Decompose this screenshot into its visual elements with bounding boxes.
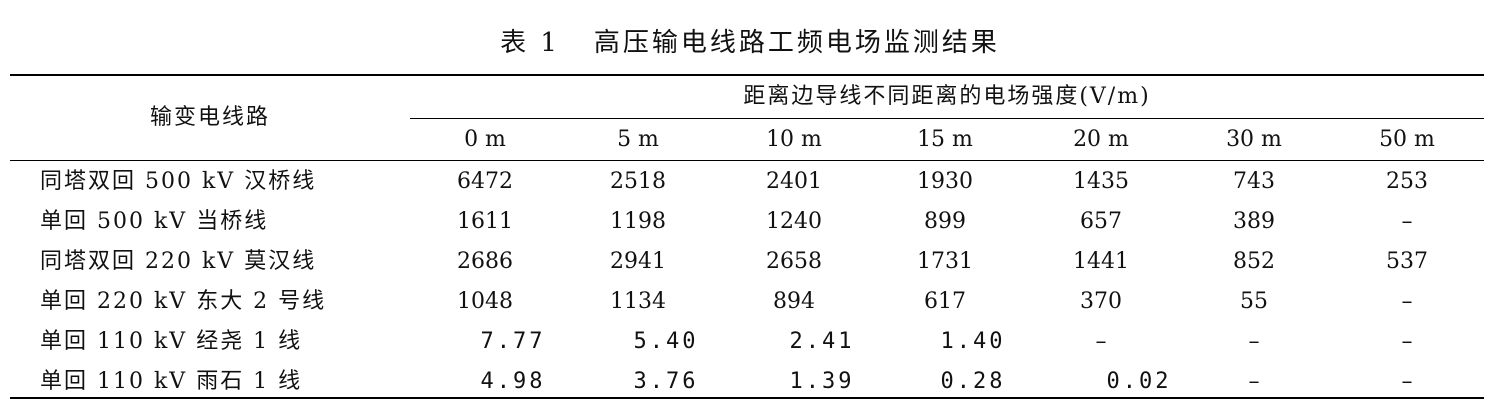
table-cell: 2401 xyxy=(766,169,822,194)
column-header-20m: 20 m xyxy=(1073,127,1129,152)
table-cell: 537 xyxy=(1386,249,1428,274)
distance-group-header: 距离边导线不同距离的电场强度(V/m) xyxy=(743,84,1151,109)
table-cell: 0.28 xyxy=(940,369,1006,394)
table-cell: – xyxy=(1401,209,1413,234)
group-header-rule xyxy=(410,118,1484,119)
table-cell: 370 xyxy=(1080,289,1122,314)
table-title: 高压输电线路工频电场监测结果 xyxy=(593,28,1000,58)
table-cell: 2518 xyxy=(610,169,666,194)
line-column-header: 输变电线路 xyxy=(149,105,270,130)
table-cell: 1.39 xyxy=(789,369,855,394)
table-cell: 7.77 xyxy=(480,329,546,354)
table-cell: 4.98 xyxy=(480,369,546,394)
header-bottom-rule xyxy=(10,160,1484,161)
row-label: 单回 500 kV 当桥线 xyxy=(40,209,269,234)
table-cell: 1134 xyxy=(610,289,666,314)
table-caption: 表 1 高压输电线路工频电场监测结果 xyxy=(0,26,1500,60)
table-cell: 743 xyxy=(1233,169,1275,194)
table-cell: 894 xyxy=(773,289,815,314)
table-cell: 6472 xyxy=(457,169,513,194)
column-header-30m: 30 m xyxy=(1226,127,1282,152)
table-cell: 657 xyxy=(1080,209,1122,234)
row-label: 同塔双回 500 kV 汉桥线 xyxy=(40,169,317,194)
column-header-10m: 10 m xyxy=(766,127,822,152)
table-cell: 389 xyxy=(1233,209,1275,234)
table-cell: 1611 xyxy=(457,209,513,234)
column-header-15m: 15 m xyxy=(917,127,973,152)
column-header-50m: 50 m xyxy=(1379,127,1435,152)
row-label: 单回 220 kV 东大 2 号线 xyxy=(40,289,327,314)
row-label: 单回 110 kV 经尧 1 线 xyxy=(40,329,303,354)
table-cell: 899 xyxy=(924,209,966,234)
table-top-rule xyxy=(10,74,1484,76)
table-cell: 2.41 xyxy=(789,329,855,354)
column-header-5m: 5 m xyxy=(617,127,659,152)
table-bottom-rule xyxy=(10,397,1484,399)
table-cell: 1441 xyxy=(1073,249,1129,274)
row-label: 同塔双回 220 kV 莫汉线 xyxy=(40,249,317,274)
table-cell: 3.76 xyxy=(633,369,699,394)
row-label: 单回 110 kV 雨石 1 线 xyxy=(40,369,303,394)
table-cell: 2658 xyxy=(766,249,822,274)
table-cell: 1.40 xyxy=(940,329,1006,354)
table-cell: 617 xyxy=(924,289,966,314)
table-cell: – xyxy=(1401,369,1413,394)
table-cell: – xyxy=(1401,289,1413,314)
table-cell: 1930 xyxy=(917,169,973,194)
column-header-0m: 0 m xyxy=(464,127,506,152)
table-cell: 852 xyxy=(1233,249,1275,274)
table-cell: 1240 xyxy=(766,209,822,234)
table-cell: 2941 xyxy=(610,249,666,274)
table-cell: 1435 xyxy=(1073,169,1129,194)
table-cell: 0.02 xyxy=(1106,369,1172,394)
table-cell: – xyxy=(1248,369,1260,394)
table-cell: – xyxy=(1248,329,1260,354)
table-cell: 55 xyxy=(1240,289,1268,314)
table-cell: – xyxy=(1401,329,1413,354)
table-cell: 5.40 xyxy=(633,329,699,354)
table-cell: 1048 xyxy=(457,289,513,314)
table-cell: 1731 xyxy=(917,249,973,274)
table-cell: – xyxy=(1095,329,1107,354)
table-cell: 253 xyxy=(1386,169,1428,194)
table-number: 表 1 xyxy=(500,28,560,58)
table-cell: 1198 xyxy=(610,209,666,234)
table-cell: 2686 xyxy=(457,249,513,274)
